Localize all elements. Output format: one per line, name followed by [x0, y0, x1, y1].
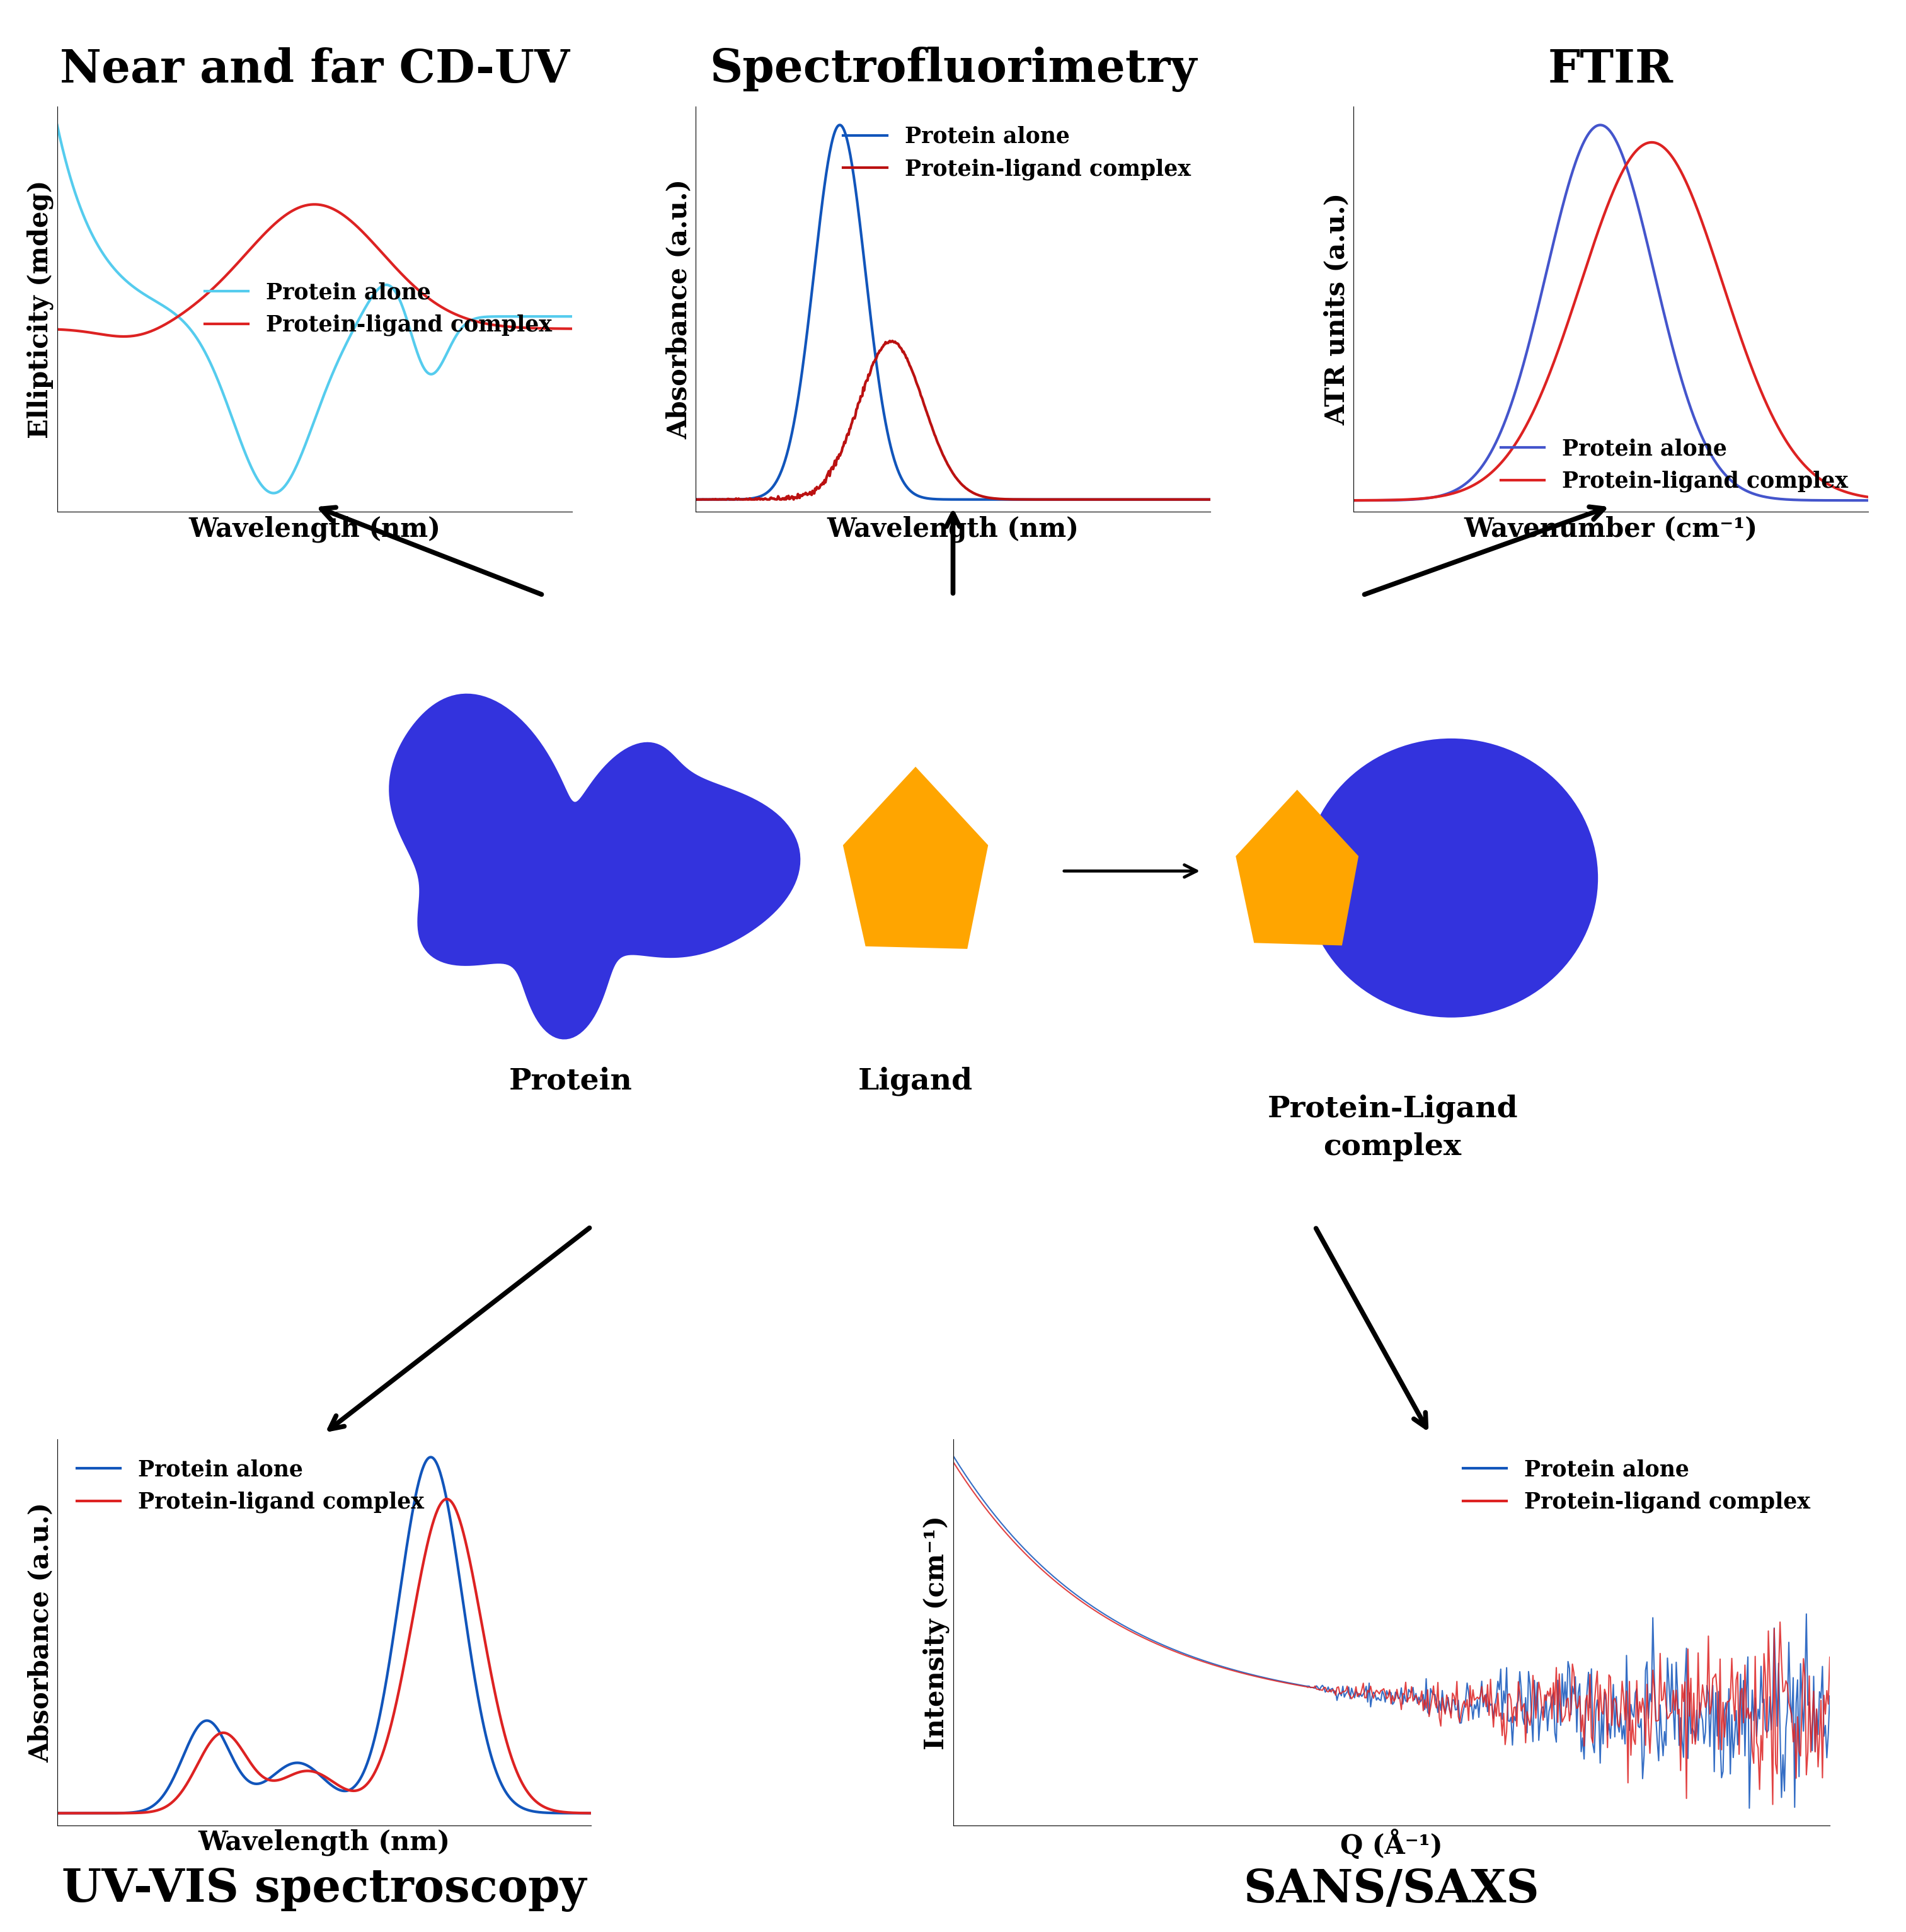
Text: Spectrofluorimetry: Spectrofluorimetry — [709, 46, 1197, 93]
Y-axis label: Intensity (cm⁻¹): Intensity (cm⁻¹) — [923, 1515, 949, 1750]
X-axis label: Wavelength (nm): Wavelength (nm) — [189, 516, 440, 543]
Circle shape — [1304, 738, 1597, 1018]
Y-axis label: Ellipticity (mdeg): Ellipticity (mdeg) — [27, 180, 53, 439]
Legend: Protein alone, Protein-ligand complex: Protein alone, Protein-ligand complex — [835, 118, 1199, 189]
Legend: Protein alone, Protein-ligand complex: Protein alone, Protein-ligand complex — [69, 1451, 433, 1522]
Text: Ligand: Ligand — [858, 1066, 972, 1095]
X-axis label: Wavelength (nm): Wavelength (nm) — [827, 516, 1079, 543]
Text: SANS/SAXS: SANS/SAXS — [1243, 1866, 1540, 1913]
X-axis label: Wavenumber (cm⁻¹): Wavenumber (cm⁻¹) — [1464, 516, 1757, 543]
Text: Near and far CD-UV: Near and far CD-UV — [59, 46, 570, 93]
Legend: Protein alone, Protein-ligand complex: Protein alone, Protein-ligand complex — [196, 272, 560, 346]
Polygon shape — [389, 694, 801, 1039]
Text: FTIR: FTIR — [1548, 46, 1673, 93]
Text: UV-VIS spectroscopy: UV-VIS spectroscopy — [61, 1866, 587, 1913]
Y-axis label: Absorbance (a.u.): Absorbance (a.u.) — [27, 1503, 53, 1762]
X-axis label: Q (Å⁻¹): Q (Å⁻¹) — [1340, 1830, 1443, 1859]
Polygon shape — [1235, 790, 1359, 945]
Legend: Protein alone, Protein-ligand complex: Protein alone, Protein-ligand complex — [1454, 1451, 1818, 1522]
Legend: Protein alone, Protein-ligand complex: Protein alone, Protein-ligand complex — [1492, 429, 1856, 500]
Text: Protein-Ligand
complex: Protein-Ligand complex — [1267, 1094, 1517, 1161]
Text: Protein: Protein — [509, 1066, 633, 1095]
Y-axis label: ATR units (a.u.): ATR units (a.u.) — [1323, 193, 1349, 425]
Y-axis label: Absorbance (a.u.): Absorbance (a.u.) — [665, 180, 692, 439]
X-axis label: Wavelength (nm): Wavelength (nm) — [198, 1830, 450, 1857]
Polygon shape — [842, 767, 987, 949]
